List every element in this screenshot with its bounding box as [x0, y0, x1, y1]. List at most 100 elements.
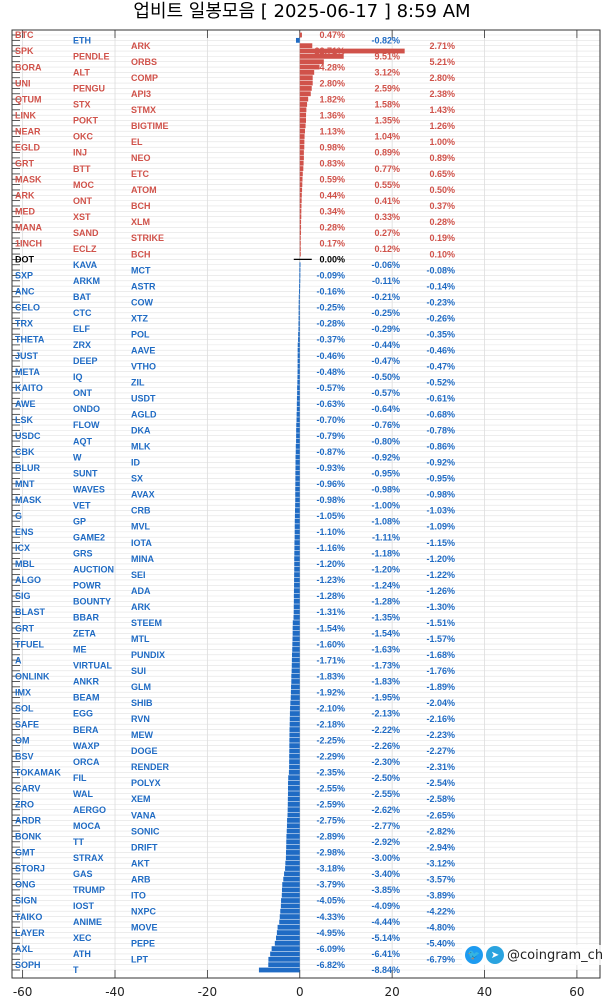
bar-arb — [283, 876, 300, 882]
category-label: ID — [131, 458, 141, 468]
category-label: ZIL — [131, 377, 145, 387]
bar-lsk — [296, 417, 300, 423]
category-label: ME — [73, 645, 87, 655]
category-label: ARK — [131, 41, 151, 51]
category-label: FIL — [73, 773, 87, 783]
value-label: -0.47% — [371, 356, 400, 366]
value-label: -2.54% — [426, 778, 455, 788]
bar-id — [295, 460, 300, 465]
bar-sol — [290, 705, 300, 711]
x-tick-label: -60 — [13, 985, 33, 999]
category-label: AVAX — [131, 490, 155, 500]
value-label: -0.47% — [426, 361, 455, 371]
bar-alt — [299, 69, 315, 75]
value-label: -2.94% — [426, 842, 455, 852]
category-label: DOT — [15, 255, 35, 265]
value-label: -1.35% — [371, 613, 400, 623]
category-label: ECLZ — [73, 244, 97, 254]
bar-layer — [276, 930, 300, 936]
value-label: -1.09% — [426, 522, 455, 532]
value-label: 0.10% — [429, 249, 455, 259]
value-label: -6.41% — [371, 949, 400, 959]
category-label: ITO — [131, 890, 146, 900]
bar-celo — [298, 305, 300, 310]
category-label: MCT — [131, 265, 151, 275]
value-label: -0.16% — [316, 287, 345, 297]
value-label: -2.31% — [426, 762, 455, 772]
category-label: MED — [15, 207, 36, 217]
category-label: GLM — [131, 682, 151, 692]
bar-mana — [299, 224, 302, 230]
bar-stx — [299, 102, 308, 107]
bar-vtho — [297, 363, 300, 369]
bar-deep — [297, 358, 300, 364]
bar-kava — [299, 262, 301, 268]
value-label: -0.86% — [426, 442, 455, 452]
category-label: PENDLE — [73, 52, 110, 62]
value-label: -0.48% — [316, 367, 345, 377]
category-label: ONLINK — [15, 671, 50, 681]
bar-strax — [285, 855, 300, 861]
bar-blast — [293, 609, 300, 615]
value-label: 1.35% — [374, 116, 400, 126]
category-label: ATOM — [131, 185, 157, 195]
bar-anime — [279, 919, 300, 925]
category-label: UNI — [15, 78, 31, 88]
bar-pol — [298, 331, 300, 337]
bar-steem — [292, 620, 300, 626]
bar-gp — [294, 518, 300, 524]
category-label: ZRO — [15, 800, 34, 810]
category-label: ORBS — [131, 57, 157, 67]
category-label: ETH — [73, 36, 91, 46]
value-label: -0.25% — [316, 303, 345, 313]
bar-sig — [293, 593, 300, 599]
bar-bat — [298, 294, 300, 300]
bar-dka — [296, 427, 300, 433]
value-label: -0.44% — [371, 340, 400, 350]
bar-ong — [282, 882, 300, 887]
category-label: RVN — [131, 714, 150, 724]
value-label: -0.52% — [426, 377, 455, 387]
value-label: 0.17% — [319, 239, 345, 249]
category-label: BTC — [15, 30, 34, 40]
category-label: LSK — [15, 415, 34, 425]
value-label: -1.54% — [316, 623, 345, 633]
category-label: ALGO — [15, 575, 41, 585]
category-label: BORA — [15, 62, 42, 72]
bar-sxp — [299, 273, 301, 278]
value-label: 0.50% — [429, 185, 455, 195]
value-label: -2.82% — [426, 826, 455, 836]
value-label: -0.06% — [371, 260, 400, 270]
bar-xtz — [298, 315, 300, 321]
category-label: FLOW — [73, 420, 100, 430]
category-label: MOCA — [73, 821, 101, 831]
value-label: -0.98% — [371, 484, 400, 494]
category-label: GMT — [15, 848, 35, 858]
x-tick-label: -40 — [105, 985, 125, 999]
value-label: 22.71% — [314, 46, 345, 56]
value-label: -0.57% — [371, 388, 400, 398]
value-label: -6.09% — [316, 944, 345, 954]
category-label: SAND — [73, 228, 99, 238]
bar-bounty — [293, 598, 300, 604]
bar-pengu — [299, 86, 312, 91]
category-label: ADA — [131, 586, 151, 596]
value-label: -2.50% — [371, 773, 400, 783]
value-label: -1.92% — [316, 687, 345, 697]
bar-iost — [280, 903, 300, 909]
category-label: A — [15, 655, 22, 665]
value-label: -0.61% — [426, 394, 455, 404]
value-label: 2.38% — [429, 89, 455, 99]
category-label: ARB — [131, 874, 151, 884]
bar-pundix — [292, 652, 300, 658]
category-label: ONG — [15, 880, 36, 890]
bar-awe — [296, 401, 300, 407]
bar-mtl — [292, 636, 300, 642]
value-label: -1.20% — [371, 564, 400, 574]
bar-astr — [299, 283, 301, 289]
value-label: -2.98% — [316, 848, 345, 858]
category-label: ASTR — [131, 281, 156, 291]
category-label: GAS — [73, 869, 93, 879]
value-label: -0.87% — [316, 447, 345, 457]
value-label: 0.55% — [374, 180, 400, 190]
